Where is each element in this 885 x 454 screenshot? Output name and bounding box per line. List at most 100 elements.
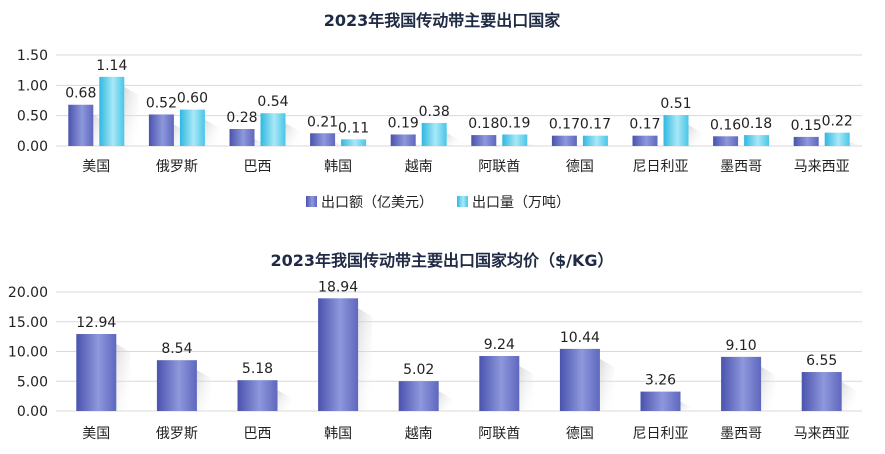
legend-label-export-volume: 出口量（万吨） [472,195,570,211]
category-label: 韩国 [324,159,352,175]
chart-export-value-volume: 2023年我国传动带主要出口国家 0.00 0.50 1.00 1.50 0.681.… [17,11,864,211]
bar [479,356,520,411]
bar [179,109,205,146]
y-tick-label: 0.50 [17,109,48,125]
category-label: 德国 [566,159,594,175]
category-label: 阿联酋 [478,158,520,175]
data-label: 0.11 [338,120,369,136]
y-tick-label: 20.00 [8,285,48,301]
bar [471,135,497,146]
chart2-title: 2023年我国传动带主要出口国家均价（$/KG） [270,251,613,270]
data-label: 12.94 [76,315,116,331]
bar-shadow [769,145,784,146]
category-label: 巴西 [244,159,272,175]
category-label: 美国 [82,426,110,442]
bar [632,135,658,146]
bar [793,136,819,146]
chart1-y-axis: 0.00 0.50 1.00 1.50 [17,48,48,155]
data-label: 0.19 [499,115,530,131]
bar [390,134,416,146]
bar-shadow [849,142,864,146]
legend-label-export-value: 出口额（亿美元） [321,195,433,211]
category-label: 巴西 [244,426,272,442]
chart2-x-axis: 美国 俄罗斯 巴西 韩国 越南 阿联酋 德国 尼日利亚 墨西哥 马来西亚 [82,425,849,442]
chart2-data-labels: 12.94 8.54 5.18 18.94 5.02 9.24 10.44 3.26 9.10 6… [76,279,837,388]
category-label: 马来西亚 [794,159,850,175]
bar-shadow [519,366,534,411]
category-label: 德国 [566,426,594,442]
bar [663,115,689,146]
bar-shadow [285,123,300,146]
y-tick-label: 15.00 [8,315,48,331]
y-tick-label: 5.00 [17,374,48,390]
data-label: 5.02 [403,362,434,378]
data-label: 0.19 [388,115,419,131]
data-label: 5.18 [242,361,273,377]
bar-shadow [277,390,292,411]
data-label: 0.52 [146,95,177,111]
bar-shadow [358,308,373,411]
bar [260,113,286,146]
bar-shadow [688,125,703,146]
bar [559,348,600,411]
data-label: 8.54 [161,341,192,357]
bar [237,380,278,411]
data-label: 0.16 [710,117,741,133]
data-label: 0.17 [549,117,580,133]
category-label: 尼日利亚 [633,426,689,442]
data-label: 0.15 [791,118,822,134]
data-label: 0.60 [177,91,208,107]
bar [398,381,439,411]
bar [68,104,94,146]
bar [156,360,197,411]
bar-shadow [116,344,131,411]
legend-swatch-export-value [306,196,317,207]
category-label: 俄罗斯 [156,159,198,175]
bar [310,133,336,146]
data-label: 0.28 [226,110,257,126]
bar [551,135,577,146]
data-label: 9.10 [726,338,757,354]
bar-shadow [446,132,461,146]
data-label: 0.21 [307,114,338,130]
chart2-y-axis: 0.00 5.00 10.00 15.00 20.00 [8,285,48,420]
chart1-bars [68,76,864,146]
bar [229,129,255,146]
y-tick-label: 0.00 [17,404,48,420]
category-label: 墨西哥 [720,159,762,175]
bar [801,372,842,411]
data-label: 18.94 [318,279,358,295]
bar-shadow [204,119,219,146]
legend-swatch-export-volume [457,196,468,207]
bar [640,391,681,411]
bar [148,114,174,146]
data-label: 0.68 [65,86,96,102]
category-label: 美国 [82,159,110,175]
chart1-legend: 出口额（亿美元） 出口量（万吨） [306,195,570,211]
data-label: 0.17 [580,117,611,133]
y-tick-label: 1.50 [17,48,48,64]
bar-shadow [841,382,856,411]
chart2-bars [76,298,856,411]
data-label: 0.38 [419,104,450,120]
data-label: 0.22 [822,114,853,130]
data-label: 9.24 [484,337,515,353]
y-tick-label: 1.00 [17,78,48,94]
bar [421,122,447,146]
bar-shadow [599,358,614,411]
y-tick-label: 0.00 [17,139,48,155]
bar-shadow [124,86,139,146]
category-label: 马来西亚 [794,426,850,442]
chart1-title: 2023年我国传动带主要出口国家 [324,11,562,30]
bar-shadow [761,366,776,411]
chart1-x-axis: 美国 俄罗斯 巴西 韩国 越南 阿联酋 德国 尼日利亚 墨西哥 马来西亚 [82,158,849,175]
chart1-data-labels: 0.681.140.52 0.600.280.540.21 0.11 0.190.38… [65,58,853,136]
bar [76,334,117,411]
bar [318,298,359,411]
bar [713,136,739,146]
category-label: 俄罗斯 [156,426,198,442]
category-label: 越南 [405,426,433,442]
data-label: 1.14 [96,58,127,74]
category-label: 越南 [405,159,433,175]
